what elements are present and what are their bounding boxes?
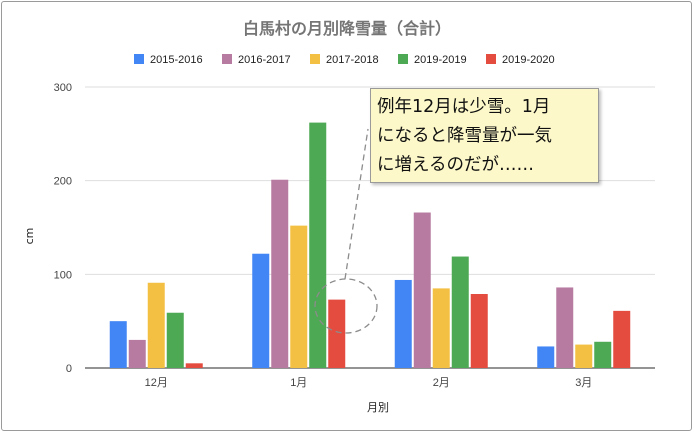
legend: 2015-2016 2016-2017 2017-2018 2019-2019 2019… (134, 54, 555, 66)
bar (252, 253, 270, 368)
x-tick-label: 1月 (290, 377, 307, 389)
bar (166, 312, 184, 368)
x-tick-label: 3月 (575, 377, 592, 389)
legend-swatch (310, 54, 320, 64)
annotation-line-2: になると降雪量が一気 (377, 126, 552, 146)
bar (413, 212, 431, 368)
annotation-line-1: 例年12月は少雪。1月 (377, 97, 551, 117)
bar (594, 341, 612, 368)
bar (309, 122, 327, 369)
legend-swatch (134, 54, 144, 64)
bar (556, 287, 574, 368)
bar (109, 321, 127, 368)
annotation-line-3: に増えるのだが…… (377, 155, 534, 175)
legend-swatch (486, 54, 496, 64)
bar (271, 179, 289, 368)
legend-label: 2015-2016 (150, 54, 203, 66)
y-tick-label: 100 (54, 269, 72, 281)
annotation-connector (344, 128, 369, 280)
y-axis-ticks: 0 100 200 300 (54, 82, 72, 375)
x-axis-title: 月別 (367, 401, 389, 414)
bar (537, 346, 555, 368)
annotation-note: 例年12月は少雪。1月 になると降雪量が一気 に増えるのだが…… (370, 88, 599, 183)
chart-title: 白馬村の月別降雪量（合計） (243, 19, 451, 38)
bar (147, 282, 165, 368)
x-tick-label: 12月 (145, 377, 168, 389)
x-tick-label: 2月 (433, 377, 450, 389)
bar (185, 363, 203, 368)
y-axis-title: cm (23, 228, 36, 245)
legend-label: 2019-2019 (414, 54, 467, 66)
y-tick-label: 200 (54, 176, 72, 188)
bar (432, 288, 450, 368)
y-tick-label: 0 (66, 363, 72, 375)
legend-label: 2019-2020 (502, 54, 555, 66)
bar (451, 256, 469, 368)
legend-label: 2017-2018 (326, 54, 379, 66)
bar (328, 299, 346, 368)
y-tick-label: 300 (54, 82, 72, 94)
bar (470, 294, 488, 368)
bars (109, 122, 631, 369)
bar (394, 279, 412, 368)
x-axis-ticks: 12月 1月 2月 3月 (145, 377, 593, 389)
bar (290, 225, 308, 368)
bar (575, 344, 593, 368)
legend-swatch (398, 54, 408, 64)
bar (613, 310, 631, 368)
legend-swatch (222, 54, 232, 64)
annotation-circle (314, 278, 378, 334)
legend-label: 2016-2017 (238, 54, 291, 66)
bar (128, 339, 146, 368)
